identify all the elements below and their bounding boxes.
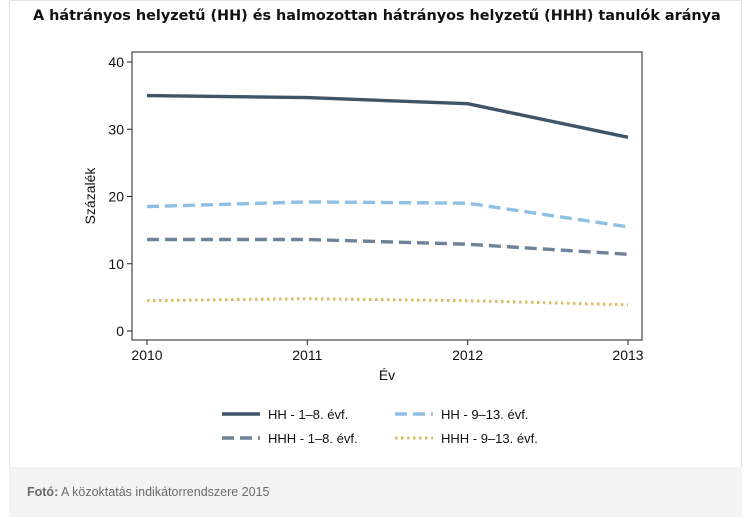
y-tick-label: 40 <box>108 54 124 70</box>
legend-label: HH - 9–13. évf. <box>441 407 528 422</box>
caption-bar <box>9 467 742 517</box>
y-tick-label: 10 <box>108 256 124 272</box>
x-tick-label: 2011 <box>292 347 322 363</box>
legend-label: HH - 1–8. évf. <box>268 407 348 422</box>
legend: HH - 1–8. évf. HH - 9–13. évf. HHH - 1–8. … <box>222 407 538 446</box>
series-line-1 <box>146 200 629 229</box>
y-axis: 0 10 20 30 40 <box>108 52 133 340</box>
y-axis-label: Százalék <box>82 167 98 225</box>
x-tick-label: 2013 <box>612 347 643 363</box>
series-line-3 <box>146 297 629 307</box>
line-chart: 0 10 20 30 40 2010 2011 2012 2013 Százalék Év H… <box>82 51 644 446</box>
chart-title: A hátrányos helyzetű (HH) és halmozottan… <box>33 8 721 24</box>
series-line-2 <box>147 237 629 256</box>
legend-label: HHH - 1–8. évf. <box>268 431 358 446</box>
legend-label: HHH - 9–13. évf. <box>441 431 538 446</box>
caption-text: A közoktatás indikátorrendszere 2015 <box>61 485 270 499</box>
x-axis: 2010 2011 2012 2013 <box>131 339 644 363</box>
x-axis-label: Év <box>379 367 395 383</box>
x-tick-label: 2012 <box>452 347 483 363</box>
y-tick-label: 30 <box>108 121 124 137</box>
series-lines <box>146 93 629 307</box>
caption-label: Fotó: <box>27 485 59 499</box>
y-tick-label: 0 <box>116 323 124 339</box>
y-tick-label: 20 <box>108 189 124 205</box>
caption: Fotó: A közoktatás indikátorrendszere 20… <box>27 485 270 499</box>
x-tick-label: 2010 <box>131 347 162 363</box>
series-line-0 <box>146 93 629 139</box>
